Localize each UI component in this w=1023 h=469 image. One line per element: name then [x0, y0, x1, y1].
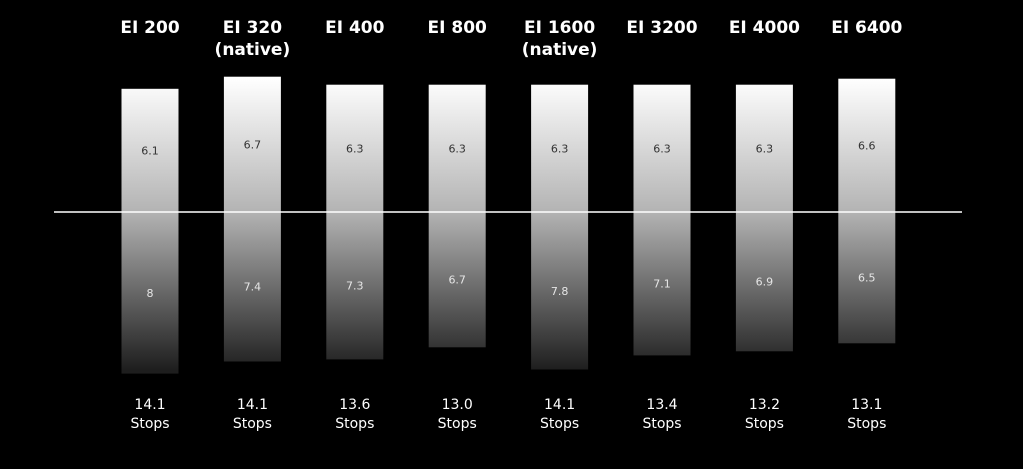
upper-value-label-3: 6.3 — [448, 142, 466, 155]
lower-value-label-7: 6.5 — [858, 272, 876, 285]
total-value-label-2: 13.6 — [339, 397, 370, 413]
lower-value-label-1: 7.4 — [244, 281, 262, 294]
category-label-1-1: (native) — [215, 40, 291, 60]
total-unit-label-3: Stops — [438, 416, 477, 432]
upper-value-label-4: 6.3 — [551, 142, 569, 155]
lower-value-label-4: 7.8 — [551, 285, 569, 298]
category-label-6-0: EI 4000 — [729, 18, 800, 38]
category-label-5-0: EI 3200 — [626, 18, 697, 38]
bar-4 — [531, 84, 589, 370]
bar-1 — [223, 76, 281, 362]
upper-value-label-6: 6.3 — [756, 142, 774, 155]
upper-value-label-0: 6.1 — [141, 144, 159, 157]
total-unit-label-2: Stops — [335, 416, 374, 432]
total-value-label-5: 13.4 — [646, 397, 677, 413]
bar-2 — [326, 84, 384, 360]
upper-value-label-2: 6.3 — [346, 142, 364, 155]
lower-value-label-2: 7.3 — [346, 280, 364, 293]
total-unit-label-6: Stops — [745, 416, 784, 432]
bar-0 — [121, 88, 179, 374]
category-label-2-0: EI 400 — [325, 18, 385, 38]
category-label-4-1: (native) — [522, 40, 598, 60]
total-unit-label-0: Stops — [130, 416, 169, 432]
total-value-label-1: 14.1 — [237, 397, 268, 413]
total-value-label-3: 13.0 — [442, 397, 473, 413]
upper-value-label-5: 6.3 — [653, 142, 671, 155]
bar-6 — [735, 84, 793, 352]
bar-5 — [633, 84, 691, 356]
bars-layer — [121, 76, 896, 374]
category-label-4-0: EI 1600 — [524, 18, 595, 38]
category-label-7-0: EI 6400 — [831, 18, 902, 38]
lower-value-label-0: 8 — [147, 287, 154, 300]
lower-value-label-3: 6.7 — [448, 274, 466, 287]
bar-7 — [838, 78, 896, 344]
bar-3 — [428, 84, 486, 348]
lower-value-label-6: 6.9 — [756, 276, 774, 289]
total-unit-label-7: Stops — [847, 416, 886, 432]
total-value-label-4: 14.1 — [544, 397, 575, 413]
total-value-label-6: 13.2 — [749, 397, 780, 413]
category-label-1-0: EI 320 — [223, 18, 283, 38]
category-label-3-0: EI 800 — [428, 18, 488, 38]
total-unit-label-4: Stops — [540, 416, 579, 432]
upper-value-label-1: 6.7 — [244, 138, 262, 151]
lower-value-label-5: 7.1 — [653, 278, 671, 291]
total-value-label-7: 13.1 — [851, 397, 882, 413]
total-unit-label-1: Stops — [233, 416, 272, 432]
upper-value-label-7: 6.6 — [858, 139, 876, 152]
total-unit-label-5: Stops — [642, 416, 681, 432]
category-label-0-0: EI 200 — [120, 18, 180, 38]
total-value-label-0: 14.1 — [134, 397, 165, 413]
